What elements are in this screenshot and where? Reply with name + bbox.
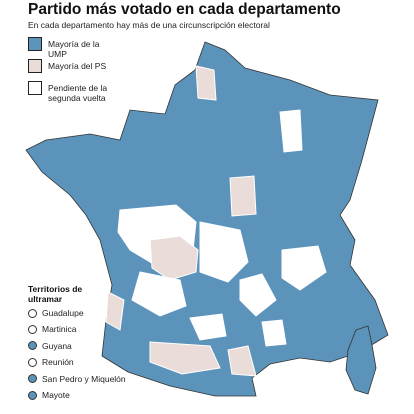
territory-marker — [28, 390, 37, 400]
legend-item: Pendiente de la segunda vuelta — [28, 81, 112, 103]
department — [281, 245, 327, 291]
subtitle: En cada departamento hay más de una circ… — [28, 20, 270, 30]
corsica — [345, 325, 377, 395]
territory-label: San Pedro y Miquelón — [42, 373, 126, 384]
territory-label: Martinica — [42, 324, 77, 335]
department — [149, 235, 199, 281]
department — [229, 175, 257, 217]
territory-item: Guyana — [28, 341, 72, 351]
territory-item: Mayote — [28, 390, 70, 400]
territory-label: Reunión — [42, 357, 74, 368]
france — [25, 41, 389, 397]
legend-swatch — [28, 81, 42, 95]
territory-marker — [28, 308, 37, 318]
department — [279, 109, 303, 153]
legend-swatch — [28, 59, 42, 73]
territory-marker — [28, 374, 37, 384]
department — [239, 273, 277, 317]
territory-item: San Pedro y Miquelón — [28, 374, 126, 384]
territory-label: Guadalupe — [42, 308, 84, 318]
department — [227, 345, 257, 377]
legend-label: Mayoría del PS — [48, 61, 107, 71]
territory-item: Martinica — [28, 324, 76, 334]
department — [105, 291, 125, 331]
department — [195, 65, 217, 101]
department — [149, 341, 221, 375]
territory-label: Mayote — [42, 390, 70, 400]
department — [131, 271, 187, 317]
territory-item: Guadalupe — [28, 308, 84, 318]
legend-item: Mayoría del PS — [28, 59, 112, 73]
territory-item: Reunión — [28, 357, 74, 367]
legend-label: Pendiente de la segunda vuelta — [48, 83, 108, 103]
territory-marker — [28, 357, 37, 367]
legend-swatch — [28, 37, 42, 51]
legend-label: Mayoría de la UMP — [48, 39, 100, 59]
territories-title: Territorios de ultramar — [28, 284, 83, 304]
territory-label: Guyana — [42, 340, 72, 351]
territory-marker — [28, 341, 37, 351]
title: Partido más votado en cada departamento — [28, 1, 341, 18]
department — [261, 319, 287, 347]
department — [189, 313, 227, 341]
department — [199, 221, 249, 283]
legend-item: Mayoría de la UMP — [28, 37, 112, 59]
territory-marker — [28, 324, 37, 334]
